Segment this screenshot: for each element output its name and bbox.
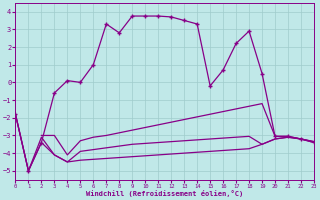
X-axis label: Windchill (Refroidissement éolien,°C): Windchill (Refroidissement éolien,°C) (86, 190, 243, 197)
